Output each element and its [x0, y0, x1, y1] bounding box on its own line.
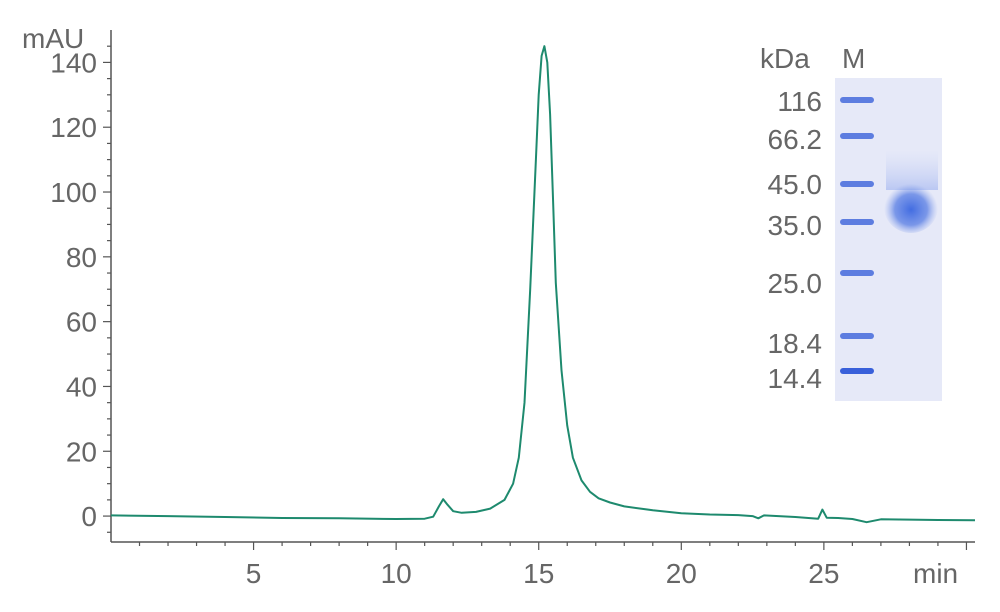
gel-marker-label: 18.4 [768, 328, 823, 359]
y-tick-label: 100 [50, 177, 97, 208]
gel-marker-bands [840, 97, 874, 374]
gel-marker-label: 45.0 [768, 169, 823, 200]
gel-marker-band [840, 219, 874, 225]
gel-background [835, 78, 942, 401]
gel-marker-band [840, 333, 874, 339]
y-tick-label: 0 [81, 501, 97, 532]
x-axis-label: min [913, 558, 958, 589]
axes [110, 30, 975, 543]
y-tick-label: 120 [50, 112, 97, 143]
gel-marker-label: 66.2 [768, 124, 823, 155]
gel-sample-band [884, 181, 938, 233]
x-tick-label: 5 [246, 558, 262, 589]
x-tick-label: 25 [808, 558, 839, 589]
gel-marker-band [840, 133, 874, 139]
gel-marker-label: 116 [777, 86, 822, 117]
x-ticks: 5 10 15 20 25 [138, 542, 968, 589]
gel-marker-band [840, 368, 874, 374]
gel-marker-label: 25.0 [768, 268, 823, 299]
x-tick-label: 10 [381, 558, 412, 589]
y-tick-label: 60 [66, 307, 97, 338]
gel-unit-label: kDa [760, 43, 810, 74]
y-ticks: 0 20 40 60 80 100 120 140 [50, 45, 111, 533]
y-tick-label: 40 [66, 371, 97, 402]
gel-marker-label: 14.4 [768, 363, 823, 394]
y-tick-label: 140 [50, 47, 97, 78]
y-axis-label: mAU [22, 23, 84, 54]
gel-lane-label: M [842, 43, 865, 74]
y-tick-label: 80 [66, 242, 97, 273]
gel-marker-label: 35.0 [768, 210, 823, 241]
y-tick-label: 20 [66, 436, 97, 467]
sds-page-gel-inset: kDa M 116 66.2 45.0 35.0 25.0 18.4 14.4 [760, 43, 942, 401]
chromatogram-trace [110, 45, 976, 524]
gel-marker-labels: 116 66.2 45.0 35.0 25.0 18.4 14.4 [768, 86, 823, 394]
gel-marker-band [840, 181, 874, 187]
gel-marker-band [840, 270, 874, 276]
x-tick-label: 15 [523, 558, 554, 589]
gel-marker-band [840, 97, 874, 103]
x-tick-label: 20 [666, 558, 697, 589]
